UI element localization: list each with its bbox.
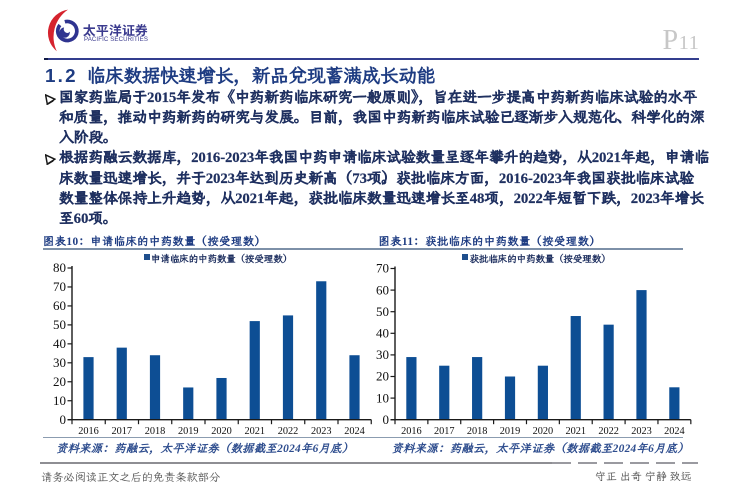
svg-text:2023: 2023 bbox=[311, 426, 332, 437]
svg-text:2024: 2024 bbox=[664, 426, 685, 437]
svg-text:40: 40 bbox=[53, 336, 66, 351]
svg-text:10: 10 bbox=[53, 393, 66, 408]
svg-text:2021: 2021 bbox=[565, 426, 586, 437]
svg-text:2016: 2016 bbox=[78, 426, 99, 437]
svg-text:70: 70 bbox=[53, 279, 66, 294]
svg-text:30: 30 bbox=[53, 355, 66, 370]
svg-text:50: 50 bbox=[376, 304, 389, 319]
svg-text:10: 10 bbox=[376, 390, 389, 405]
svg-text:60: 60 bbox=[53, 298, 66, 313]
svg-text:60: 60 bbox=[376, 282, 389, 297]
svg-text:0: 0 bbox=[383, 412, 390, 427]
svg-text:2017: 2017 bbox=[434, 426, 455, 437]
svg-text:20: 20 bbox=[53, 374, 66, 389]
svg-text:30: 30 bbox=[376, 347, 389, 362]
svg-text:70: 70 bbox=[376, 261, 389, 276]
svg-text:2020: 2020 bbox=[211, 426, 232, 437]
svg-text:40: 40 bbox=[376, 326, 389, 341]
svg-text:0: 0 bbox=[60, 412, 67, 427]
svg-text:80: 80 bbox=[53, 260, 66, 275]
svg-text:2022: 2022 bbox=[278, 426, 299, 437]
svg-text:2017: 2017 bbox=[111, 426, 132, 437]
svg-text:2018: 2018 bbox=[467, 426, 488, 437]
svg-text:2016: 2016 bbox=[401, 426, 422, 437]
svg-text:2018: 2018 bbox=[145, 426, 166, 437]
svg-text:20: 20 bbox=[376, 369, 389, 384]
svg-text:50: 50 bbox=[53, 317, 66, 332]
svg-text:2021: 2021 bbox=[244, 426, 265, 437]
svg-text:2022: 2022 bbox=[598, 426, 619, 437]
svg-text:2019: 2019 bbox=[500, 426, 521, 437]
svg-text:2023: 2023 bbox=[631, 426, 652, 437]
svg-text:2024: 2024 bbox=[344, 426, 365, 437]
svg-text:2019: 2019 bbox=[178, 426, 199, 437]
svg-text:2020: 2020 bbox=[533, 426, 554, 437]
